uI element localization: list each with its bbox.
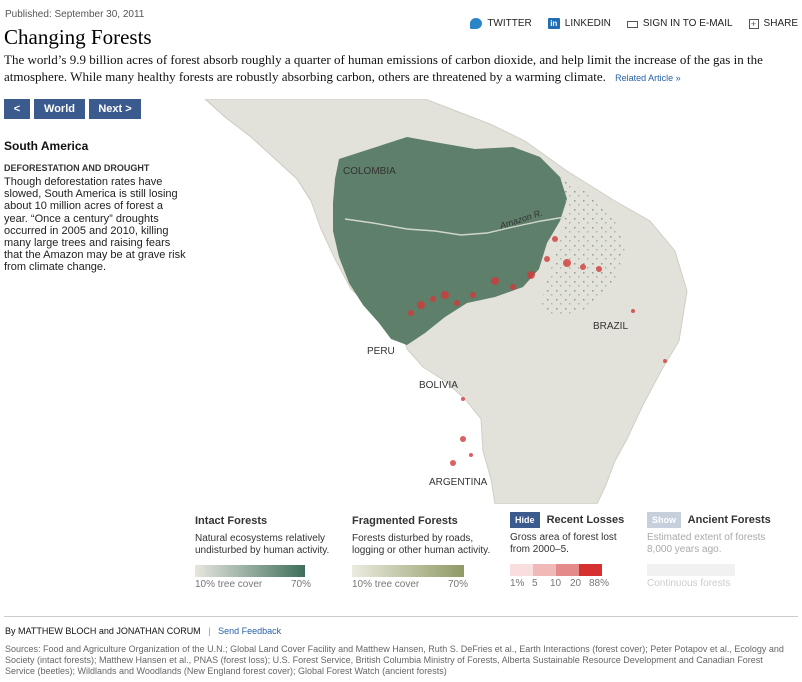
email-label: SIGN IN TO E-MAIL [642,18,733,29]
label-colombia: COLOMBIA [343,166,396,177]
share-button[interactable]: + SHARE [748,18,798,29]
legend-ancient-title: Ancient Forests [687,514,771,526]
intact-gradient-bar [195,565,305,577]
twitter-icon [470,18,483,29]
send-feedback-link[interactable]: Send Feedback [218,626,282,636]
share-toolbar: TWITTER in LINKEDIN SIGN IN TO E-MAIL + … [470,18,798,29]
next-button[interactable]: Next > [89,99,141,119]
loss-tick-4: 20 [570,578,582,589]
ancient-tick: Continuous forests [647,578,731,589]
label-peru: PERU [367,346,395,357]
credits-separator: | [208,626,211,636]
divider [4,616,798,617]
legend-ancient-ticks: Continuous forests [647,578,771,590]
legend-intact-ticks: 10% tree cover 70% [195,579,345,591]
region-title: South America [4,139,89,153]
intro-text: The world’s 9.9 billion acres of forest … [4,52,763,84]
email-button[interactable]: SIGN IN TO E-MAIL [626,18,733,29]
loss-swatch-1 [510,564,533,576]
linkedin-button[interactable]: in LINKEDIN [547,18,611,29]
related-article-link[interactable]: Related Article » [615,73,681,83]
loss-tick-5: 88% [589,578,610,589]
loss-swatch-4 [579,564,602,576]
legend-intact-forests: Intact Forests Natural ecosystems relati… [195,513,345,591]
show-ancient-button[interactable]: Show [647,512,681,528]
sidebar: South America DEFORESTATION AND DROUGHT … [4,139,187,274]
prev-button[interactable]: < [4,99,30,119]
legend-fragmented-forests: Fragmented Forests Forests disturbed by … [352,513,502,591]
credits: By MATTHEW BLOCH and JONATHAN CORUM | Se… [5,626,281,636]
amazon-river [344,216,566,236]
legend-ancient-desc: Estimated extent of forests 8,000 years … [647,532,766,555]
coastline-pacific [204,99,312,202]
byline: By MATTHEW BLOCH and JONATHAN CORUM [5,626,201,636]
legend-fragmented-ticks: 10% tree cover 70% [352,579,502,591]
linkedin-label: LINKEDIN [564,18,611,29]
legend-losses-title: Recent Losses [546,514,625,526]
legend-fragmented-desc: Forests disturbed by roads, logging or o… [352,533,491,556]
intact-min-tick: 10% tree cover [195,579,263,590]
loss-tick-1: 1% [510,578,525,589]
world-button[interactable]: World [34,99,85,119]
legend-losses-ticks: 1% 5 10 20 88% [510,578,630,590]
intact-forest-region [333,137,567,345]
hide-losses-button[interactable]: Hide [510,512,540,528]
page-title: Changing Forests [4,25,152,49]
section-body: Though deforestation rates have slowed, … [4,176,186,274]
fragmented-max-tick: 70% [448,579,469,590]
legend-recent-losses: Hide Recent Losses Gross area of forest … [510,512,630,590]
loss-tick-2: 5 [532,578,538,589]
mail-icon [626,20,638,28]
section-subhead: DEFORESTATION AND DROUGHT [4,163,150,173]
losses-swatch-bar [510,564,602,576]
loss-swatch-3 [556,564,579,576]
legend-fragmented-title: Fragmented Forests [352,515,458,527]
linkedin-icon: in [547,18,560,29]
twitter-button[interactable]: TWITTER [470,18,532,29]
fragmented-gradient-bar [352,565,464,577]
intro-paragraph: The world’s 9.9 billion acres of forest … [4,51,796,87]
loss-tick-3: 10 [550,578,562,589]
legend-losses-desc: Gross area of forest lost from 2000–5. [510,532,617,555]
label-argentina: ARGENTINA [429,477,488,488]
fragmented-forest-region [539,177,625,317]
published-date: Published: September 30, 2011 [5,9,145,20]
legend-ancient-forests: Show Ancient Forests Estimated extent of… [647,512,771,590]
plus-icon: + [748,18,759,29]
twitter-label: TWITTER [487,18,532,29]
legend-intact-desc: Natural ecosystems relatively undisturbe… [195,533,330,556]
label-brazil: BRAZIL [593,321,628,332]
region-nav: < World Next > [4,99,141,119]
sources-text: Sources: Food and Agriculture Organizati… [5,644,784,676]
ancient-swatch [647,564,735,576]
recent-losses-overlay [408,236,667,466]
fragmented-min-tick: 10% tree cover [352,579,420,590]
intact-max-tick: 70% [291,579,312,590]
forest-map[interactable]: COLOMBIA Amazon R. BRAZIL PERU BOLIVIA A… [195,99,799,504]
label-bolivia: BOLIVIA [419,380,458,391]
loss-swatch-2 [533,564,556,576]
share-label: SHARE [763,18,798,29]
legend-intact-title: Intact Forests [195,515,268,527]
